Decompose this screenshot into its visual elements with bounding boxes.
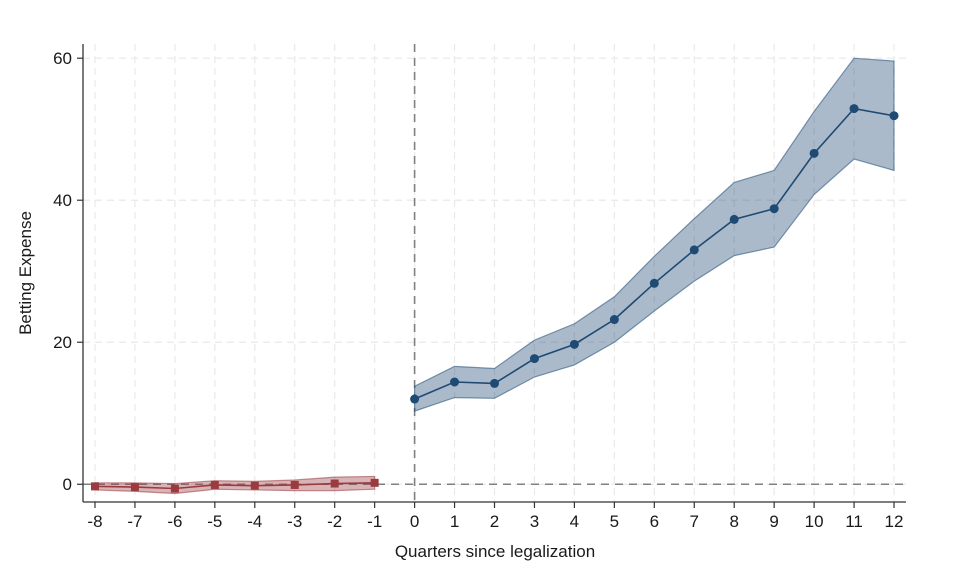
x-tick-label: 11 (845, 512, 863, 531)
data-point (410, 394, 420, 404)
data-point (210, 480, 219, 489)
y-axis-title: Betting Expense (16, 211, 35, 335)
y-tick-label: 60 (53, 49, 72, 68)
data-point (809, 148, 819, 158)
x-tick-label: -2 (327, 512, 342, 531)
axes (77, 44, 906, 508)
reference-lines (83, 44, 906, 502)
data-point (250, 481, 259, 490)
x-tick-label: -7 (127, 512, 142, 531)
x-tick-label: -6 (167, 512, 182, 531)
y-tick-label: 20 (53, 333, 72, 352)
x-tick-label: -8 (87, 512, 102, 531)
x-tick-label: 5 (610, 512, 619, 531)
data-point (90, 482, 99, 491)
x-tick-label: -5 (207, 512, 222, 531)
series-line (94, 482, 375, 490)
x-tick-label: 3 (530, 512, 539, 531)
data-point (849, 104, 859, 114)
x-tick-label: -4 (247, 512, 262, 531)
y-tick-label: 0 (63, 475, 72, 494)
data-point (609, 315, 619, 325)
x-tick-label: 0 (410, 512, 419, 531)
data-point (170, 484, 179, 493)
data-point (450, 377, 460, 387)
x-tick-label: 7 (690, 512, 699, 531)
x-tick-label: 9 (769, 512, 778, 531)
series-layer (90, 57, 899, 495)
x-tick-label: -3 (287, 512, 302, 531)
grid-lines (83, 44, 906, 502)
data-point (290, 480, 299, 489)
series-0 (90, 475, 379, 495)
x-tick-label: 12 (885, 512, 904, 531)
x-tick-label: -1 (367, 512, 382, 531)
data-point (330, 479, 339, 488)
x-tick-label: 10 (805, 512, 824, 531)
x-tick-label: 6 (650, 512, 659, 531)
ci-band (413, 57, 895, 412)
x-tick-label: 2 (490, 512, 499, 531)
x-tick-label: 8 (729, 512, 738, 531)
x-tick-label: 4 (570, 512, 579, 531)
data-point (370, 478, 379, 487)
data-point (490, 378, 499, 388)
series-1 (410, 57, 899, 412)
data-point (729, 214, 739, 224)
data-point (769, 204, 779, 214)
data-point (649, 278, 659, 288)
y-tick-label: 40 (53, 191, 72, 210)
data-point (529, 354, 539, 364)
x-axis-title: Quarters since legalization (395, 542, 595, 561)
data-point (569, 339, 579, 349)
data-point (689, 245, 699, 255)
x-tick-label: 1 (450, 512, 459, 531)
data-point (130, 483, 139, 492)
data-point (889, 111, 899, 121)
